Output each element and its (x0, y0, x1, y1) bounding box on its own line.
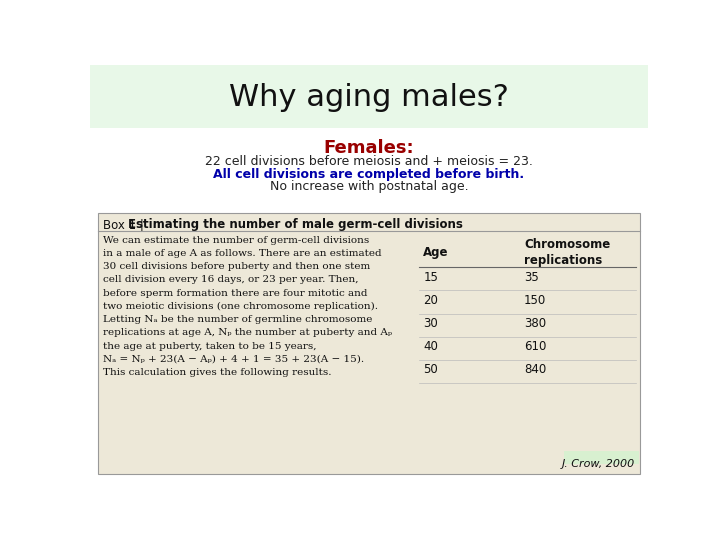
Text: No increase with postnatal age.: No increase with postnatal age. (270, 180, 468, 193)
Text: 15: 15 (423, 271, 438, 284)
Text: 380: 380 (524, 317, 546, 330)
Text: All cell divisions are completed before birth.: All cell divisions are completed before … (213, 167, 525, 181)
Text: 150: 150 (524, 294, 546, 307)
Bar (90, 65, 648, 128)
Text: 35: 35 (524, 271, 539, 284)
Text: 40: 40 (423, 340, 438, 353)
Text: Why aging males?: Why aging males? (229, 83, 509, 112)
Bar (564, 450, 639, 464)
Text: Age: Age (423, 246, 449, 259)
Text: Females:: Females: (324, 139, 414, 157)
Text: We can estimate the number of germ-cell divisions
in a male of age A as follows.: We can estimate the number of germ-cell … (103, 236, 392, 377)
Text: Box 1 |: Box 1 | (103, 219, 148, 232)
Text: 30: 30 (423, 317, 438, 330)
Text: Chromosome
replications: Chromosome replications (524, 238, 611, 267)
Text: 610: 610 (524, 340, 546, 353)
Text: 20: 20 (423, 294, 438, 307)
Text: 840: 840 (524, 363, 546, 376)
Text: J. Crow, 2000: J. Crow, 2000 (562, 460, 635, 469)
Text: 22 cell divisions before meiosis and + meiosis = 23.: 22 cell divisions before meiosis and + m… (205, 156, 533, 168)
Text: Estimating the number of male germ-cell divisions: Estimating the number of male germ-cell … (128, 219, 463, 232)
Bar (98, 213, 640, 475)
Text: 50: 50 (423, 363, 438, 376)
